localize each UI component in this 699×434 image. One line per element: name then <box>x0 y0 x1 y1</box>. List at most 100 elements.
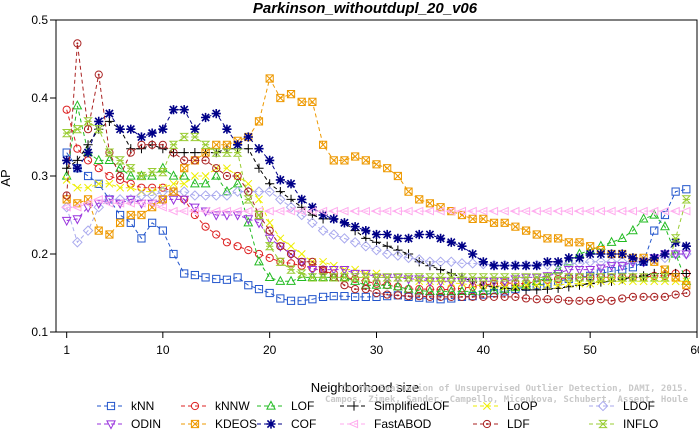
point-inflo <box>328 273 339 282</box>
point-ldf <box>190 156 199 165</box>
point-inflo <box>61 129 72 138</box>
point-fastabod <box>349 206 360 216</box>
point-inflo <box>638 273 649 282</box>
legend-marker-ldof <box>597 400 609 412</box>
point-simplifiedlof <box>243 144 253 154</box>
point-ldf <box>628 292 638 301</box>
point-ldf <box>351 285 360 294</box>
point-ldf <box>468 292 477 301</box>
point-ldf <box>457 292 467 301</box>
point-cof <box>628 253 638 263</box>
point-lof <box>104 154 115 164</box>
legend: kNN kNNW LOF SimplifiedLOF LoOP LDOF ODIN KDEOS… <box>97 399 658 431</box>
point-odin <box>83 203 93 213</box>
point-ldf <box>372 288 381 298</box>
point-fastabod <box>370 206 381 216</box>
point-ldf <box>158 140 167 149</box>
point-knn <box>148 218 157 227</box>
point-ldf <box>415 292 424 301</box>
point-odin <box>617 262 628 272</box>
point-cof <box>489 261 499 271</box>
point-knn <box>212 274 221 284</box>
point-knn <box>62 148 71 157</box>
point-cof <box>660 249 670 259</box>
point-knn <box>265 288 274 298</box>
point-loop <box>532 281 541 290</box>
point-inflo <box>72 125 83 134</box>
x-tick-label: 30 <box>370 343 384 357</box>
point-inflo <box>585 273 595 282</box>
point-fastabod <box>327 206 338 216</box>
point-ldof <box>606 256 617 268</box>
point-kdeos <box>94 226 103 235</box>
legend-marker-inflo <box>598 419 608 429</box>
series-line-lof <box>66 105 687 292</box>
point-cof <box>136 132 147 142</box>
point-ldof <box>253 186 265 197</box>
point-odin <box>563 266 574 276</box>
point-kdeos <box>543 234 552 243</box>
point-ldf <box>340 281 349 290</box>
point-inflo <box>275 257 286 266</box>
point-inflo <box>168 140 179 149</box>
point-odin <box>93 199 104 209</box>
point-kdeos <box>511 222 520 231</box>
point-ldof <box>413 254 425 265</box>
point-kdeos <box>169 187 178 196</box>
point-fastabod <box>317 206 328 216</box>
point-kdeos <box>554 234 563 243</box>
point-fastabod <box>231 206 242 216</box>
point-knn <box>361 292 370 301</box>
point-knnw <box>62 105 71 114</box>
point-odin <box>478 277 489 287</box>
legend-label-inflo: INFLO <box>623 417 658 431</box>
point-fastabod <box>477 206 488 216</box>
series-loop <box>62 164 691 291</box>
point-fastabod <box>562 206 573 216</box>
point-lof <box>478 285 489 296</box>
point-inflo <box>628 273 638 282</box>
series-simplifiedlof <box>62 116 691 295</box>
point-ldof <box>424 256 436 268</box>
point-ldof <box>542 259 553 271</box>
point-ldf <box>596 295 605 304</box>
point-inflo <box>435 273 446 282</box>
point-lof <box>222 185 232 196</box>
point-cof <box>329 214 339 224</box>
point-inflo <box>382 273 392 282</box>
point-knnw <box>233 242 242 251</box>
point-lof <box>424 285 435 296</box>
point-fastabod <box>509 206 520 216</box>
point-cof <box>211 109 221 119</box>
point-ldof <box>616 256 628 268</box>
point-inflo <box>510 273 521 282</box>
point-kdeos <box>158 195 167 204</box>
point-ldof <box>307 217 318 229</box>
point-ldof <box>339 233 350 244</box>
point-ldf <box>148 140 157 149</box>
point-inflo <box>254 210 264 220</box>
point-ldf <box>169 148 178 157</box>
legend-label-ldf: LDF <box>507 417 530 431</box>
series-ldof <box>61 186 692 271</box>
point-fastabod <box>263 206 274 216</box>
legend-marker-odin <box>106 420 116 430</box>
point-ldof <box>360 240 372 252</box>
point-knn <box>180 269 189 278</box>
point-kdeos <box>340 156 349 165</box>
point-ldf <box>233 171 242 181</box>
point-inflo <box>446 273 457 282</box>
point-fastabod <box>178 206 189 216</box>
point-fastabod <box>199 206 210 216</box>
point-kdeos <box>276 93 285 103</box>
point-fastabod <box>60 202 71 212</box>
point-kdeos <box>308 97 317 106</box>
point-cof <box>425 229 435 240</box>
point-cof <box>361 226 371 236</box>
point-simplifiedlof <box>104 116 115 126</box>
point-fastabod <box>167 206 178 216</box>
point-loop <box>543 281 552 290</box>
point-inflo <box>574 273 585 282</box>
point-inflo <box>179 132 190 142</box>
point-cof <box>585 249 595 259</box>
